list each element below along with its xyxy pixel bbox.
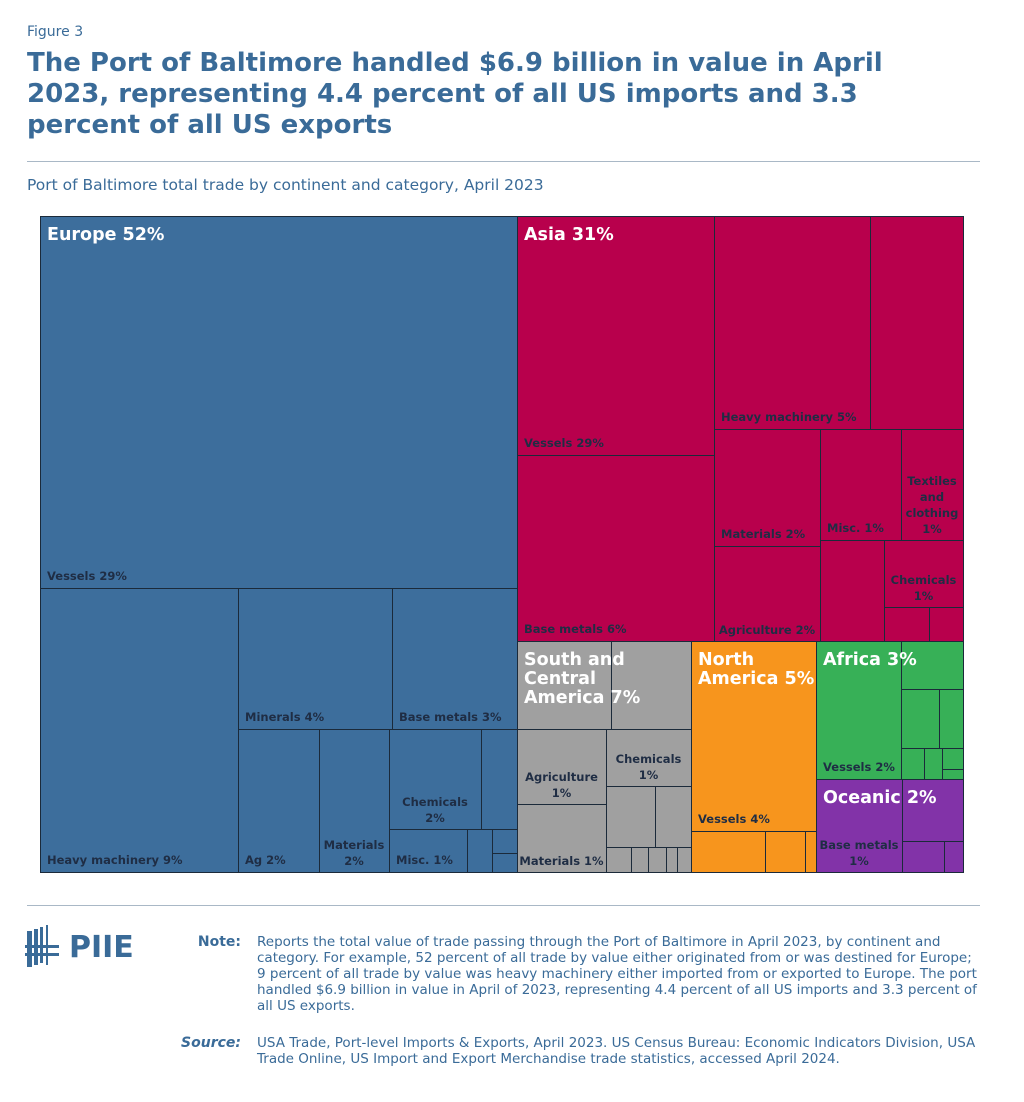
cell-label: Vessels 29% [524, 436, 604, 450]
treemap-cell [517, 804, 607, 873]
treemap-cell [901, 429, 964, 541]
treemap-cell [389, 729, 482, 830]
chart-title: The Port of Baltimore handled $6.9 billi… [27, 48, 883, 140]
treemap-cell [319, 729, 390, 873]
treemap-cell [929, 607, 964, 642]
treemap-cell [631, 847, 649, 873]
treemap-cell [238, 588, 393, 730]
treemap-cell [606, 786, 656, 848]
treemap-cell [902, 779, 964, 842]
cell-label: Chemicals 1% [615, 752, 682, 782]
continent-label: Africa 3% [823, 650, 917, 670]
cell-label: Vessels 29% [47, 569, 127, 583]
treemap-cell [939, 689, 964, 749]
cell-label: Heavy machinery 5% [721, 410, 857, 424]
treemap-cell [40, 216, 518, 589]
cell-label: Base metals 3% [399, 710, 502, 724]
building-icon [25, 925, 59, 967]
continent-label: North America 5% [698, 650, 815, 689]
treemap-cell [40, 588, 239, 873]
continent-label: South and Central America 7% [524, 650, 641, 708]
treemap-cell [820, 540, 885, 642]
divider [27, 905, 980, 906]
treemap-cell [677, 847, 692, 873]
treemap-cell [517, 455, 715, 642]
cell-label: Materials 2% [721, 527, 806, 541]
treemap-cell [517, 641, 612, 730]
treemap-cell [870, 216, 964, 430]
cell-label: Misc. 1% [396, 853, 453, 867]
cell-label: Textiles and clothing 1% [905, 474, 959, 536]
treemap-cell [944, 841, 964, 873]
cell-label: Vessels 2% [823, 760, 895, 774]
treemap-cell [492, 829, 518, 854]
treemap-cell [691, 831, 766, 873]
treemap-cell [467, 829, 493, 873]
cell-label: Base metals 1% [819, 838, 899, 868]
cell-label: Ag 2% [245, 853, 286, 867]
cell-label: Base metals 6% [524, 622, 627, 636]
treemap-cell [389, 829, 468, 873]
cell-label: Minerals 4% [245, 710, 325, 724]
treemap-cell [714, 429, 821, 547]
treemap-cell [238, 729, 320, 873]
treemap-cell [392, 588, 518, 730]
treemap-cell [714, 216, 871, 430]
treemap-cell [517, 216, 715, 456]
source-label: Source: [181, 1035, 241, 1051]
continent-label: Oceanic 2% [823, 788, 937, 808]
treemap-cell [517, 729, 607, 805]
treemap-cell [606, 847, 632, 873]
cell-label: Vessels 4% [698, 812, 770, 826]
piie-logo: PIIE [25, 925, 134, 969]
treemap-cell [902, 841, 945, 873]
treemap-cell [816, 779, 903, 873]
treemap-cell [481, 729, 518, 830]
note-text: Reports the total value of trade passing… [257, 934, 977, 1014]
cell-label: Heavy machinery 9% [47, 853, 183, 867]
treemap-cell [606, 729, 692, 787]
note-label: Note: [197, 934, 241, 950]
divider [27, 161, 980, 162]
cell-label: Chemicals 1% [890, 573, 957, 603]
cell-label: Misc. 1% [827, 521, 884, 535]
cell-label: Materials 1% [519, 854, 604, 868]
treemap-cell [655, 786, 692, 848]
treemap-cell [884, 607, 930, 642]
treemap-cell [901, 641, 964, 690]
treemap-cell [924, 748, 943, 780]
figure-label: Figure 3 [27, 24, 84, 40]
cell-label: Chemicals 2% [402, 795, 468, 825]
source-text: USA Trade, Port-level Imports & Exports,… [257, 1035, 976, 1067]
cell-label: Agriculture 1% [525, 770, 598, 800]
treemap-cell [816, 641, 902, 780]
treemap-cell [942, 748, 964, 770]
treemap-cell [648, 847, 667, 873]
chart-subtitle: Port of Baltimore total trade by contine… [27, 176, 544, 194]
treemap-cell [901, 748, 925, 780]
cell-label: Agriculture 2% [718, 623, 816, 637]
treemap-cell [901, 689, 940, 749]
treemap-cell [492, 853, 518, 873]
treemap-cell [691, 641, 817, 832]
continent-label: Asia 31% [524, 225, 614, 245]
cell-label: Materials 2% [323, 838, 385, 868]
logo-text: PIIE [69, 929, 134, 965]
treemap-cell [884, 540, 964, 608]
continent-label: Europe 52% [47, 225, 165, 245]
treemap-cell [765, 831, 806, 873]
